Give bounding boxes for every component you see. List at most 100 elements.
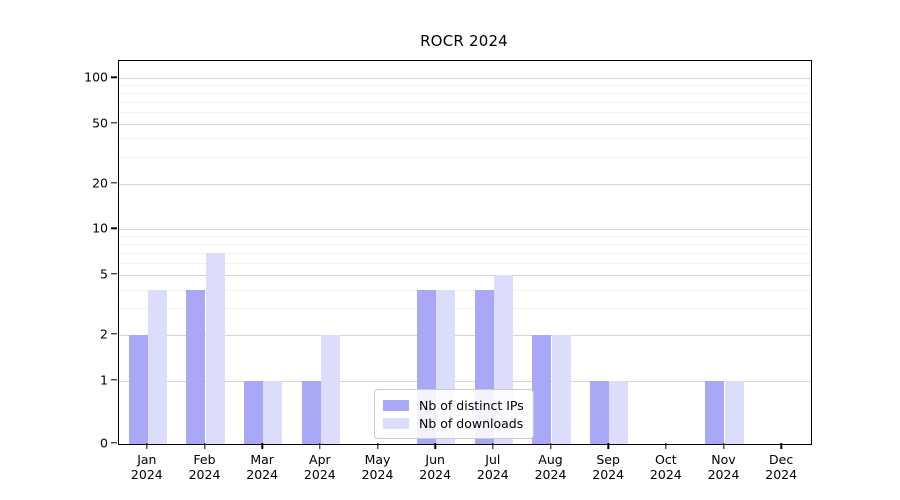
bar-dl-sep-2024	[609, 380, 629, 444]
y-tick-mark	[111, 227, 117, 230]
x-tick-mark	[780, 443, 782, 449]
x-tick-label: Jan 2024	[112, 452, 182, 482]
gridline-minor	[119, 244, 811, 246]
x-tick-label-year: 2024	[419, 467, 452, 482]
bar-dl-apr-2024	[320, 335, 341, 444]
bar-dl-nov-2024	[724, 380, 744, 444]
y-tick-label: 5	[100, 266, 108, 282]
x-tick-label-month: Apr	[309, 452, 331, 467]
y-tick-label: 0	[100, 435, 108, 451]
x-tick-label: Apr 2024	[285, 452, 355, 482]
x-tick-mark	[146, 443, 148, 449]
x-tick-label: Jul 2024	[458, 452, 528, 482]
x-tick-mark	[434, 443, 436, 449]
x-tick-label-year: 2024	[534, 467, 567, 482]
plot-inner	[119, 61, 811, 444]
gridline-minor	[119, 236, 811, 238]
gridline-major	[119, 380, 811, 382]
x-tick-mark	[261, 443, 263, 449]
gridline-minor	[119, 252, 811, 254]
bar-ips-aug-2024	[532, 335, 552, 444]
chart-title: ROCR 2024	[420, 32, 508, 50]
x-tick-label-year: 2024	[130, 467, 163, 482]
x-tick-label-month: Jan	[137, 452, 157, 467]
x-tick-label-year: 2024	[592, 467, 625, 482]
x-tick-label: Oct 2024	[631, 452, 701, 482]
x-tick-label-month: Oct	[655, 452, 677, 467]
x-tick-label-month: Jul	[485, 452, 501, 467]
gridline-minor	[119, 111, 811, 113]
gridline-minor	[119, 262, 811, 264]
x-tick-mark	[607, 443, 609, 449]
legend-item-downloads[interactable]: Nb of downloads	[383, 414, 524, 432]
gridline-minor	[119, 308, 811, 310]
x-tick-label: Nov 2024	[689, 452, 759, 482]
legend-label-distinct-ips: Nb of distinct IPs	[419, 397, 524, 413]
x-tick-label-month: Feb	[193, 452, 216, 467]
y-axis: 0 1 2 5 10 20 50 100	[62, 0, 108, 500]
legend-swatch-icon-distinct-ips	[383, 399, 409, 411]
gridline-major	[119, 229, 811, 231]
x-tick-label-year: 2024	[361, 467, 394, 482]
x-tick-label: May 2024	[343, 452, 413, 482]
bar-ips-apr-2024	[301, 380, 321, 444]
bar-ips-feb-2024	[186, 289, 206, 444]
x-tick-label: Sep 2024	[573, 452, 643, 482]
x-tick-label: Aug 2024	[516, 452, 586, 482]
bar-ips-jan-2024	[128, 335, 148, 444]
bar-ips-mar-2024	[243, 380, 264, 444]
x-tick-label-month: Nov	[711, 452, 736, 467]
y-tick-label: 10	[92, 220, 108, 236]
gridline-major	[119, 274, 811, 276]
y-tick-mark	[111, 442, 117, 444]
bar-ips-nov-2024	[705, 380, 725, 444]
gridline-minor	[119, 157, 811, 159]
x-tick-label-month: Sep	[596, 452, 620, 467]
y-tick-mark	[111, 122, 117, 124]
y-tick-label: 50	[92, 115, 108, 131]
x-tick-label: Feb 2024	[170, 452, 240, 482]
y-tick-label: 100	[84, 69, 108, 85]
gridline-major	[119, 335, 811, 337]
x-tick-mark	[549, 443, 552, 449]
x-tick-mark	[492, 443, 494, 449]
x-tick-label-month: Jun	[425, 452, 445, 467]
x-tick-label-year: 2024	[303, 467, 336, 482]
bar-dl-mar-2024	[263, 380, 283, 444]
x-tick-label-month: Dec	[769, 452, 794, 467]
x-tick-mark	[722, 443, 725, 449]
x-tick-label-year: 2024	[246, 467, 279, 482]
x-tick-mark	[376, 443, 379, 449]
y-tick-mark	[111, 182, 117, 184]
y-tick-mark	[111, 333, 117, 335]
x-tick-mark	[665, 443, 667, 449]
y-tick-label: 1	[100, 372, 108, 388]
x-tick-mark	[203, 443, 206, 449]
gridline-major	[119, 78, 811, 80]
x-tick-label-month: May	[364, 452, 391, 467]
x-tick-label: Mar 2024	[227, 452, 297, 482]
x-tick-label-year: 2024	[476, 467, 509, 482]
y-tick-label: 20	[92, 175, 108, 191]
x-tick-label-year: 2024	[188, 467, 221, 482]
legend-item-distinct-ips[interactable]: Nb of distinct IPs	[383, 396, 524, 414]
chart-legend[interactable]: Nb of distinct IPs Nb of downloads	[374, 389, 534, 439]
legend-label-downloads: Nb of downloads	[419, 415, 524, 431]
y-tick-mark	[111, 378, 117, 381]
x-tick-label-year: 2024	[649, 467, 682, 482]
gridline-minor	[119, 289, 811, 291]
gridline-major	[119, 123, 811, 125]
bar-ips-sep-2024	[589, 380, 610, 444]
gridline-minor	[119, 138, 811, 140]
y-tick-label: 2	[100, 326, 108, 342]
y-tick-mark	[111, 76, 117, 78]
gridline-minor	[119, 101, 811, 103]
x-tick-label: Jun 2024	[400, 452, 470, 482]
gridline-major	[119, 183, 811, 185]
x-tick-mark	[319, 443, 321, 449]
x-tick-label-year: 2024	[765, 467, 798, 482]
bar-dl-aug-2024	[551, 335, 571, 444]
gridline-minor	[119, 85, 811, 87]
x-tick-label: Dec 2024	[746, 452, 816, 482]
